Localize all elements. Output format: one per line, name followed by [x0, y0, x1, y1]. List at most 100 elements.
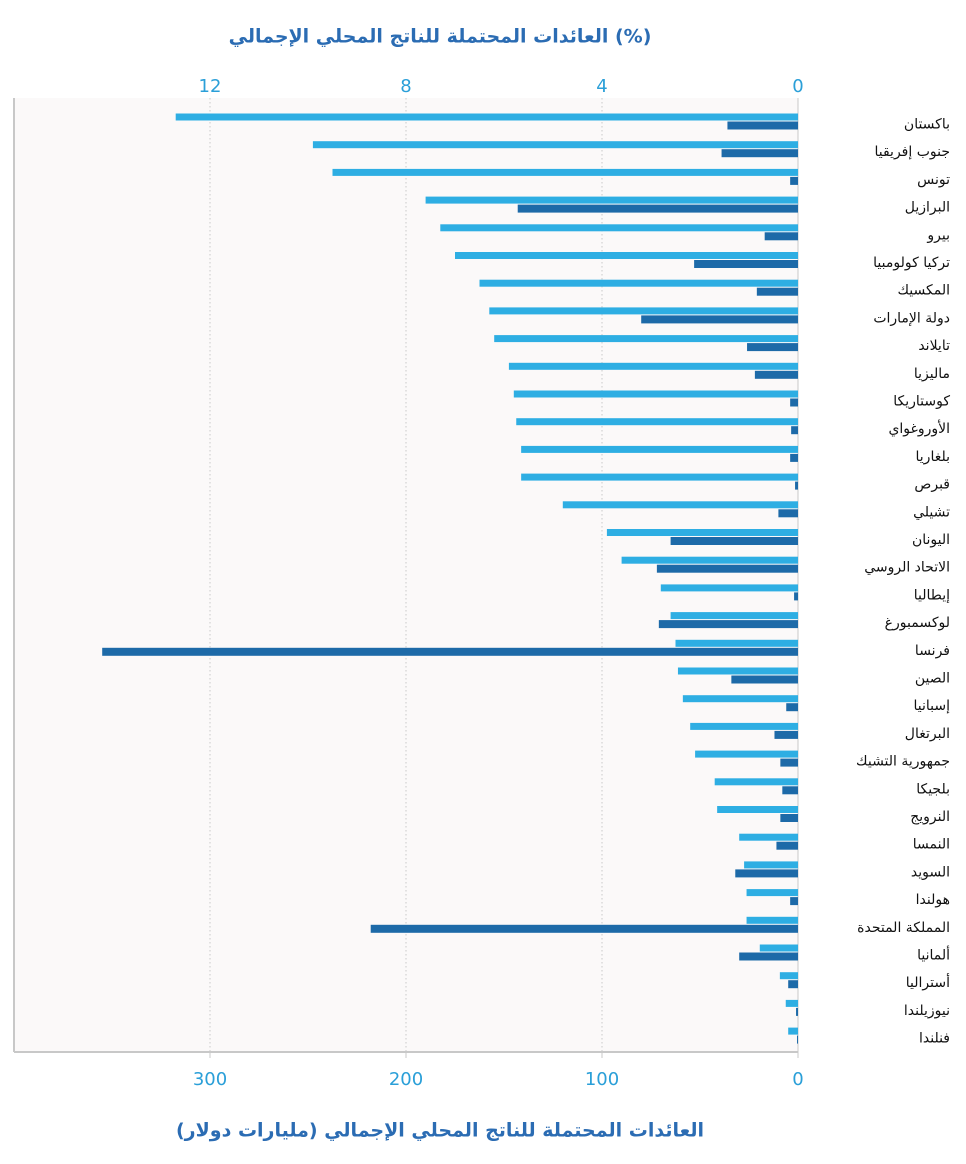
- category-label: تركيا كولومبيا: [873, 255, 950, 271]
- category-label: قبرص: [914, 477, 950, 493]
- bar: [440, 224, 798, 232]
- bar: [746, 916, 798, 924]
- bar: [776, 841, 798, 850]
- bar: [785, 999, 798, 1007]
- bar: [739, 833, 798, 841]
- bar: [521, 445, 798, 453]
- bar: [794, 592, 798, 601]
- bar: [759, 944, 798, 952]
- category-label: النرويج: [910, 809, 950, 825]
- category-label: إيطاليا: [914, 587, 950, 603]
- bar: [754, 370, 798, 379]
- category-label: ماليزيا: [914, 366, 950, 382]
- category-label: لوكسمبورغ: [885, 615, 950, 631]
- bar: [747, 343, 798, 352]
- bar: [780, 814, 798, 822]
- bar: [494, 335, 798, 343]
- category-label: تشيلي: [913, 504, 950, 520]
- bar: [714, 778, 798, 786]
- bar: [790, 453, 798, 462]
- bar: [690, 722, 798, 730]
- category-label: بلغاريا: [916, 449, 950, 465]
- bar: [795, 481, 798, 490]
- category-label: تايلاند: [918, 338, 950, 354]
- category-label: باكستان: [904, 117, 950, 133]
- category-label: جمهورية التشيك: [856, 754, 950, 770]
- chart-title: العائدات المحتملة للناتج المحلي الإجمالي…: [229, 26, 652, 48]
- bar: [778, 509, 798, 518]
- category-label: الصين: [915, 671, 950, 687]
- bar: [695, 750, 798, 758]
- bar: [788, 980, 798, 989]
- bar: [455, 252, 798, 259]
- bar: [739, 952, 798, 961]
- bar: [797, 1035, 798, 1044]
- bar: [312, 141, 798, 149]
- bar: [791, 426, 798, 435]
- category-label: هولندا: [916, 892, 950, 908]
- bar: [790, 897, 798, 906]
- bar: [731, 675, 798, 684]
- bar: [682, 695, 798, 703]
- x-tick-label: 0: [792, 1069, 803, 1090]
- bar: [489, 307, 798, 315]
- bar: [656, 564, 798, 573]
- x2-tick-label: 8: [400, 76, 411, 97]
- bar: [774, 730, 798, 739]
- bar: [756, 287, 798, 296]
- bar: [788, 1027, 798, 1035]
- bar: [102, 647, 798, 656]
- category-label: السويد: [911, 864, 950, 880]
- x2-tick-label: 12: [199, 76, 222, 97]
- bar: [779, 972, 798, 980]
- category-label: الأوروغواي: [888, 419, 950, 437]
- bar: [727, 121, 798, 130]
- bar: [796, 1007, 798, 1016]
- bar: [790, 176, 798, 185]
- bar: [562, 501, 798, 509]
- x-tick-label: 300: [193, 1069, 227, 1090]
- bar: [790, 398, 798, 407]
- category-label: البرازيل: [905, 200, 950, 216]
- bar: [670, 537, 798, 545]
- bar: [641, 315, 798, 324]
- x2-tick-label: 4: [596, 76, 607, 97]
- bar: [513, 390, 798, 398]
- category-label: أستراليا: [906, 973, 950, 991]
- bar: [175, 113, 798, 121]
- category-label: بلجيكا: [916, 781, 950, 797]
- bar: [677, 667, 798, 675]
- category-label: اليونان: [912, 532, 950, 548]
- category-label: دولة الإمارات: [873, 310, 950, 326]
- bar: [658, 620, 798, 629]
- bar: [606, 529, 798, 536]
- bar: [744, 861, 798, 869]
- category-label: فرنسا: [915, 643, 950, 659]
- bar: [786, 703, 798, 712]
- bar: [694, 260, 798, 268]
- category-label: فنلندا: [919, 1031, 950, 1047]
- category-label: تونس: [917, 172, 950, 188]
- category-label: ألمانيا: [917, 946, 950, 964]
- bar: [670, 612, 798, 620]
- category-label: نيوزيلندا: [904, 1003, 950, 1019]
- bar: [660, 584, 798, 592]
- bar: [717, 806, 798, 813]
- x-axis-title: العائدات المحتملة للناتج المحلي الإجمالي…: [176, 1120, 704, 1142]
- bar: [332, 168, 798, 176]
- category-label: بيرو: [926, 227, 950, 243]
- bar: [764, 232, 798, 241]
- category-label: النمسا: [913, 837, 950, 853]
- category-label: إسبانيا: [914, 698, 951, 714]
- bar: [735, 869, 798, 878]
- category-label: المكسيك: [898, 283, 951, 299]
- bar: [621, 556, 798, 564]
- category-label: البرتغال: [905, 726, 950, 742]
- bar: [517, 204, 798, 213]
- bar: [780, 758, 798, 767]
- bar: [721, 149, 798, 158]
- x2-tick-label: 0: [792, 76, 803, 97]
- bar: [508, 362, 798, 370]
- bar: [370, 924, 798, 933]
- bar: [425, 196, 798, 204]
